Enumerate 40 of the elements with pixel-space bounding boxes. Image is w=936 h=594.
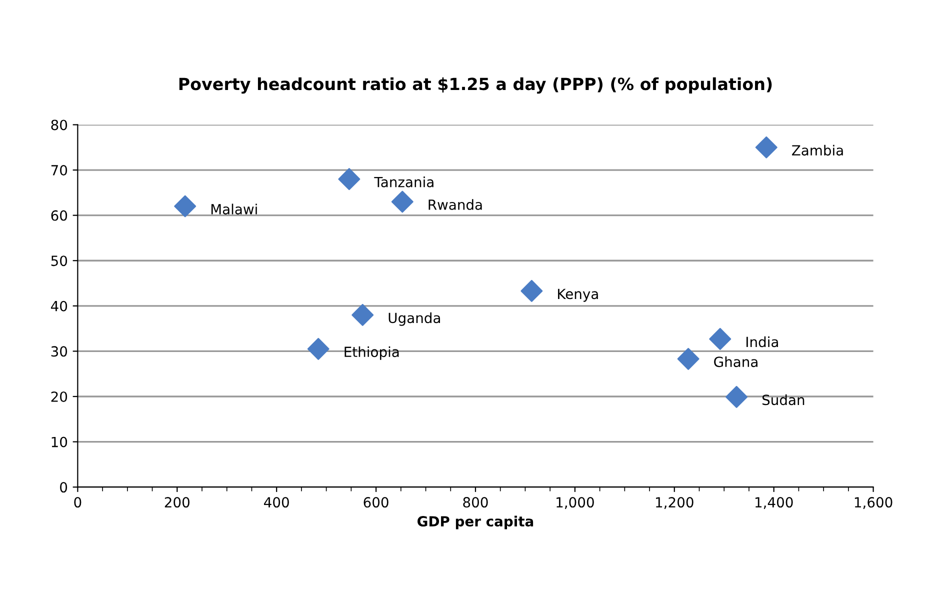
x-tick-label: 1,000 [556, 497, 594, 509]
point [520, 280, 543, 302]
point [677, 348, 700, 370]
point [391, 190, 414, 213]
y-tick-label: 0 [60, 482, 68, 493]
point [174, 195, 196, 218]
annotation: Zambia [792, 144, 843, 156]
x-tick-label: 600 [364, 497, 388, 508]
x-tick-label: 1,600 [854, 497, 892, 509]
x-tick-label: 800 [463, 497, 488, 508]
y-tick-label: 30 [51, 346, 68, 357]
y-tick-label: 20 [51, 391, 68, 402]
chart-title: Poverty headcount ratio at $1.25 a day (PPP) (% of population) [179, 77, 772, 94]
y-tick-label: 70 [51, 165, 68, 176]
annotation: Rwanda [428, 199, 482, 210]
point [338, 168, 360, 190]
annotation: Sudan [762, 394, 804, 406]
x-tick-label: 200 [164, 497, 190, 508]
y-tick-label: 80 [51, 120, 68, 130]
annotation: Ghana [714, 356, 758, 368]
y-tick-label: 10 [52, 436, 68, 448]
point [307, 338, 330, 360]
annotation: Ethiopia [344, 346, 399, 360]
annotation: India [746, 336, 778, 348]
annotation: Kenya [558, 288, 598, 302]
x-tick-label: 1,400 [755, 497, 793, 509]
y-tick-label: 40 [50, 300, 68, 312]
point [755, 136, 778, 158]
x-tick-label: 1,200 [656, 497, 694, 509]
point [726, 386, 748, 408]
y-tick-label: 50 [51, 256, 68, 266]
point [709, 328, 732, 350]
x-tick-label: 400 [264, 497, 289, 508]
x-axis-title: GDP per capita [418, 516, 534, 530]
x-tick-label: 0 [74, 497, 82, 508]
annotation: Tanzania [374, 176, 434, 188]
annotation: Malawi [211, 204, 257, 214]
y-tick-label: 60 [51, 210, 68, 221]
point [352, 304, 374, 326]
annotation: Uganda [388, 312, 440, 326]
